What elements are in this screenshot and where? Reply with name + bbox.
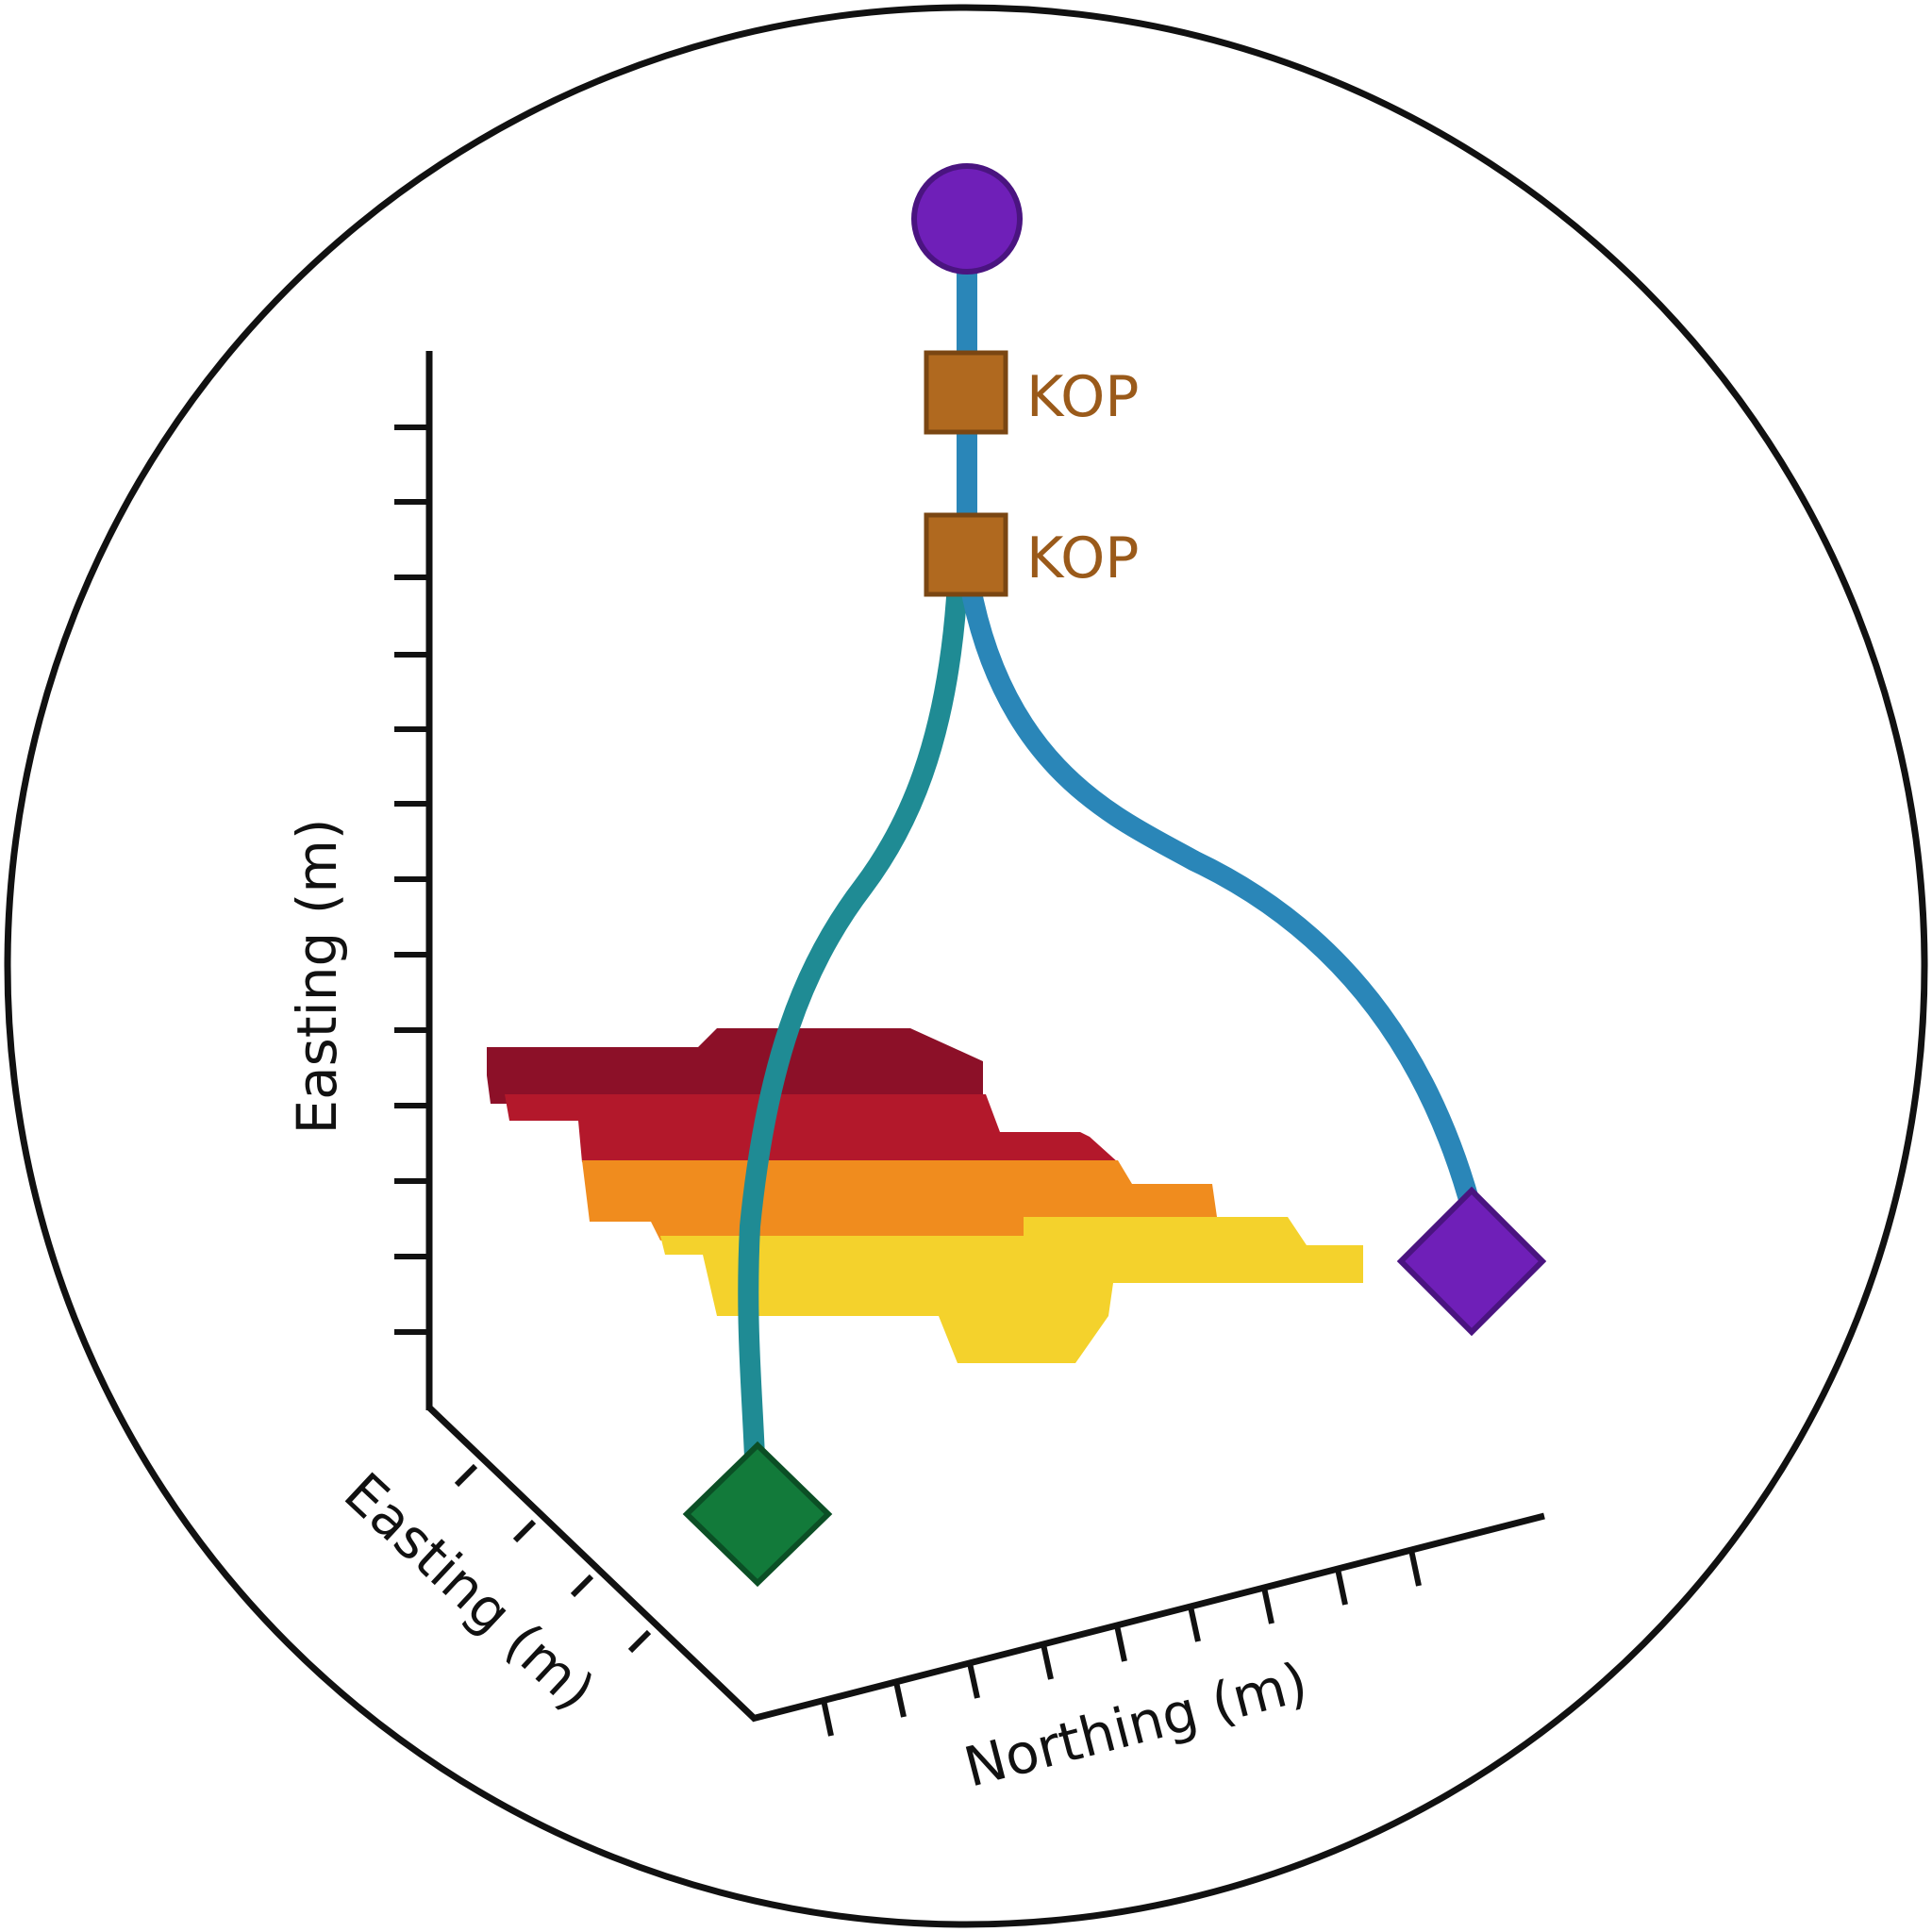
well-path-left [738, 573, 968, 1468]
horizontal-axis-tick [1114, 1624, 1127, 1662]
kickoff-point-label-2: KOP [1026, 525, 1139, 591]
depth-axis-ticks [454, 1463, 652, 1654]
depth-axis-line [426, 1405, 758, 1722]
reservoir-layers [487, 1028, 1363, 1363]
target-diamond-marker-right [1396, 1186, 1547, 1337]
reservoir-layer-4 [660, 1217, 1363, 1363]
horizontal-axis-tick [1041, 1643, 1054, 1680]
vertical-axis-label: Easting (m) [285, 818, 349, 1134]
depth-axis-tick [570, 1574, 594, 1598]
horizontal-axis-tick [1408, 1549, 1422, 1587]
depth-axis-tick [627, 1629, 652, 1654]
depth-axis-tick [454, 1463, 478, 1488]
horizontal-axis-ticks [821, 1549, 1422, 1737]
horizontal-axis-tick [893, 1681, 907, 1718]
horizontal-axis-tick [1188, 1606, 1201, 1642]
kickoff-point-marker-1 [924, 350, 1008, 435]
horizontal-axis-tick [1335, 1568, 1348, 1606]
vertical-axis-ticks [394, 425, 429, 1335]
reservoir-layer-1 [487, 1028, 983, 1104]
well-path-right [959, 573, 1480, 1213]
wellhead-circle-marker [911, 163, 1023, 275]
circular-frame [4, 4, 1928, 1928]
horizontal-axis-tick [821, 1699, 834, 1737]
horizontal-axis-tick [967, 1662, 980, 1699]
reservoir-layer-2 [505, 1094, 1118, 1162]
depth-axis-tick [512, 1519, 537, 1543]
horizontal-axis-tick [1261, 1587, 1274, 1624]
axes [394, 351, 1545, 1737]
kickoff-point-label-1: KOP [1026, 364, 1139, 430]
kickoff-point-marker-2 [924, 512, 1008, 597]
target-diamond-marker-left [682, 1441, 833, 1588]
